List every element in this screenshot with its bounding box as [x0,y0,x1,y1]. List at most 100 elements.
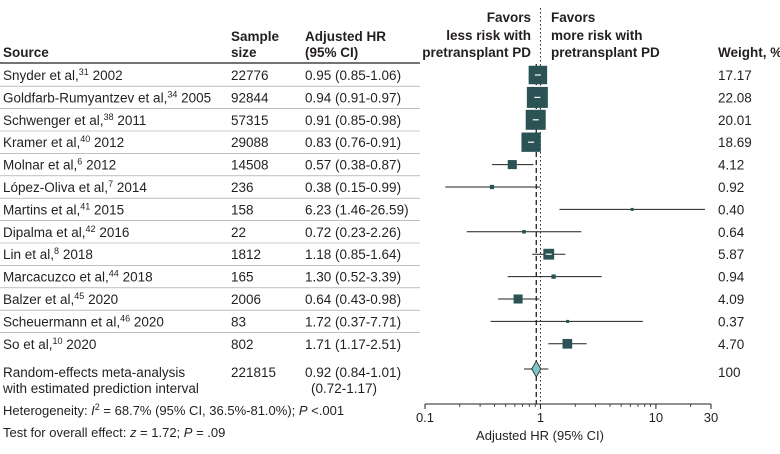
study-source: López-Oliva et al,7 2014 [3,179,147,195]
study-name: Dipalma et al, [3,225,86,240]
heterogeneity-pval: <.001 [308,403,345,418]
study-weight: 20.01 [718,113,752,128]
study-name: Lin et al, [3,247,54,262]
point-estimate [562,338,573,349]
header-favors-left-line2: less risk with [446,28,531,43]
study-ref: 40 [80,134,90,144]
study-name: Kramer et al, [3,135,80,150]
point-estimate [513,294,523,304]
study-ci: 0.38 (0.15-0.99) [305,180,401,195]
x-tick-label: 1 [537,410,544,425]
heterogeneity-i: I [91,403,95,418]
study-ref: 42 [86,224,96,234]
study-ci: 0.57 (0.38-0.87) [305,158,401,173]
column-headers: Source Sample size Adjusted HR (95% CI) … [3,10,780,60]
study-size: 29088 [231,135,269,150]
study-source: Kramer et al,40 2012 [3,134,124,150]
header-source: Source [3,45,49,60]
study-ci: 1.30 (0.52-3.39) [305,270,401,285]
study-rows: Snyder et al,31 2002 22776 0.95 (0.85-1.06… [0,65,752,352]
study-ci: 1.71 (1.17-2.51) [305,337,401,352]
study-ref: 7 [108,179,113,189]
point-estimate [551,274,556,279]
study-ref: 8 [54,246,59,256]
x-tick-label: 0.1 [416,410,434,425]
study-ref: 31 [79,67,89,77]
overall-z: z [129,425,137,440]
study-source: Goldfarb-Rumyantzev et al,34 2005 [3,89,211,105]
study-weight: 5.87 [718,247,744,262]
study-ci: 0.95 (0.85-1.06) [305,68,401,83]
point-estimate [489,184,495,190]
study-ci: 0.64 (0.43-0.98) [305,292,401,307]
footer: Heterogeneity: I2 = 68.7% (95% CI, 36.5%… [3,402,344,440]
study-source: So et al,10 2020 [3,336,96,352]
study-name: Scheuermann et al, [3,314,120,329]
header-favors-left-line3: pretransplant PD [422,45,531,60]
pooled-ci: 0.92 (0.84-1.01) [305,365,401,380]
study-ci: 1.18 (0.85-1.64) [305,247,401,262]
pooled-diamond [531,360,542,378]
pooled-weight: 100 [718,365,741,380]
study-name: Marcacuzco et al, [3,270,109,285]
study-weight: 0.40 [718,202,744,217]
study-size: 83 [231,314,246,329]
study-ci: 0.83 (0.76-0.91) [305,135,401,150]
header-favors-right-line2: more risk with [551,28,643,43]
study-ci: 0.91 (0.85-0.98) [305,113,401,128]
study-weight: 0.37 [718,314,744,329]
x-axis-label: Adjusted HR (95% CI) [476,428,604,443]
overall-zval: = 1.72; [136,425,183,440]
x-tick-label: 30 [704,410,718,425]
study-year: 2011 [114,113,147,128]
header-hr-line1: Adjusted HR [305,29,386,44]
study-size: 165 [231,270,254,285]
heterogeneity-rest: = 68.7% (95% CI, 36.5%-81.0%); [100,403,299,418]
overall-prefix: Test for overall effect: [3,425,130,440]
heterogeneity-prefix: Heterogeneity: [3,403,91,418]
study-size: 2006 [231,292,261,307]
overall-p: P [184,425,193,440]
study-ref: 38 [104,112,114,122]
study-ref: 34 [167,89,177,99]
study-year: 2020 [84,292,118,307]
header-favors-left-line1: Favors [487,10,531,25]
study-size: 22776 [231,68,269,83]
heterogeneity-sup: 2 [95,402,100,412]
study-source: Molnar et al,6 2012 [3,157,116,173]
header-sample-line1: Sample [231,29,280,44]
study-weight: 0.92 [718,180,744,195]
point-estimate [630,207,634,211]
study-ci: 0.94 (0.91-0.97) [305,90,401,105]
study-year: 2018 [119,270,153,285]
study-ref: 10 [53,336,63,346]
study-source: Snyder et al,31 2002 [3,67,123,83]
study-ref: 46 [120,313,130,323]
point-estimate [566,319,570,323]
study-size: 14508 [231,158,269,173]
study-weight: 4.12 [718,158,744,173]
study-year: 2016 [96,225,130,240]
study-ref: 6 [77,157,82,167]
study-year: 2012 [90,135,124,150]
study-ref: 44 [109,269,119,279]
study-ci: 1.72 (0.37-7.71) [305,314,401,329]
study-size: 802 [231,337,254,352]
header-sample-line2: size [231,45,257,60]
pooled-label-line1: Random-effects meta-analysis [3,365,185,380]
study-year: 2020 [63,337,97,352]
study-year: 2002 [89,68,123,83]
study-source: Martins et al,41 2015 [3,201,124,217]
study-size: 1812 [231,247,261,262]
study-size: 158 [231,202,254,217]
study-name: Balzer et al, [3,292,74,307]
study-source: Dipalma et al,42 2016 [3,224,129,240]
study-size: 22 [231,225,246,240]
study-weight: 18.69 [718,135,752,150]
study-year: 2015 [90,202,124,217]
point-estimate [522,230,526,234]
header-weight: Weight, % [718,45,780,60]
study-weight: 4.09 [718,292,744,307]
header-favors-right-line3: pretransplant PD [551,45,660,60]
